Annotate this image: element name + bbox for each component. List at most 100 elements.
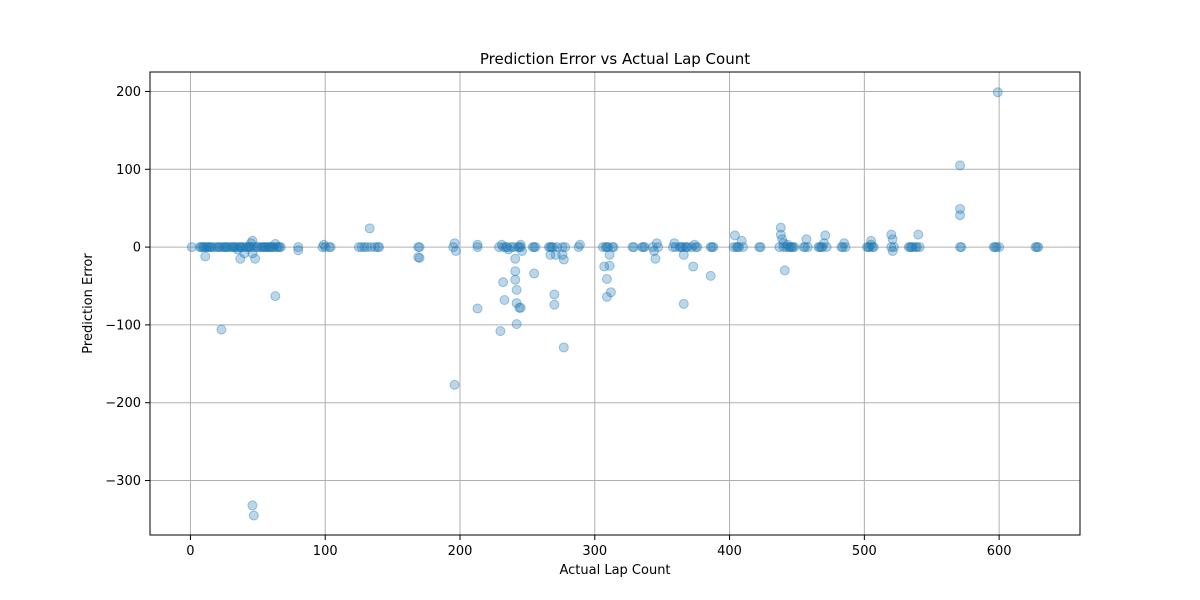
data-point	[755, 242, 766, 253]
data-point	[787, 242, 798, 253]
data-point	[510, 253, 521, 264]
data-point	[359, 242, 370, 253]
data-point	[219, 242, 230, 253]
data-point	[240, 242, 251, 253]
data-point	[599, 261, 610, 272]
data-point	[782, 239, 793, 250]
data-point	[649, 245, 660, 256]
data-point	[498, 277, 509, 288]
data-point	[607, 242, 618, 253]
data-point	[802, 242, 813, 253]
data-point	[529, 242, 540, 253]
data-point	[705, 242, 716, 253]
data-point	[220, 242, 231, 253]
data-point	[775, 222, 786, 233]
data-point	[738, 242, 749, 253]
data-point	[669, 238, 680, 249]
data-point	[678, 249, 689, 260]
data-point	[448, 242, 459, 253]
data-point	[628, 242, 639, 253]
data-point	[868, 242, 879, 253]
data-point	[515, 242, 526, 253]
data-point	[734, 242, 744, 253]
data-point	[905, 242, 916, 253]
x-tick-label: 300	[582, 544, 607, 559]
data-point	[209, 242, 220, 253]
data-point	[688, 261, 699, 272]
data-points	[186, 87, 1044, 521]
data-point	[816, 242, 827, 253]
data-point	[514, 302, 525, 313]
x-tick-label: 500	[852, 544, 877, 559]
data-point	[557, 242, 568, 253]
data-point	[221, 242, 232, 253]
data-point	[818, 238, 829, 249]
data-point	[517, 245, 527, 256]
data-point	[867, 242, 878, 253]
data-point	[499, 294, 510, 305]
data-point	[225, 242, 236, 253]
data-point	[236, 242, 247, 253]
data-point	[992, 87, 1003, 98]
y-tick-label: 100	[116, 163, 141, 178]
data-point	[246, 242, 257, 253]
y-tick-label: −100	[105, 318, 141, 333]
x-tick-label: 400	[717, 544, 742, 559]
data-point	[647, 242, 658, 253]
data-point	[197, 242, 208, 253]
data-point	[801, 234, 812, 245]
data-point	[862, 242, 873, 253]
data-point	[511, 284, 522, 295]
data-point	[754, 242, 765, 253]
plot-frame	[149, 71, 1081, 536]
data-point	[820, 230, 831, 241]
data-point	[247, 248, 258, 259]
data-point	[213, 242, 224, 253]
data-point	[212, 242, 223, 253]
data-point	[263, 242, 274, 253]
data-point	[886, 229, 897, 240]
data-point	[821, 242, 832, 253]
data-point	[269, 242, 279, 253]
data-point	[783, 242, 794, 253]
data-point	[198, 242, 209, 253]
y-tick-label: −200	[105, 396, 141, 411]
x-axis: 0 100 200 300 400 500 600	[186, 535, 1012, 559]
data-point	[449, 379, 460, 390]
data-point	[558, 342, 569, 353]
data-point	[956, 242, 967, 253]
data-point	[552, 242, 563, 253]
data-point	[889, 242, 899, 253]
data-point	[777, 234, 788, 245]
data-point	[994, 242, 1005, 253]
data-point	[217, 242, 228, 253]
data-point	[548, 242, 558, 253]
data-point	[205, 242, 216, 253]
data-point	[266, 242, 277, 253]
data-point	[293, 242, 304, 253]
data-point	[235, 242, 246, 253]
data-point	[273, 242, 284, 253]
data-point	[778, 242, 789, 253]
data-point	[270, 238, 281, 249]
data-point	[680, 242, 691, 253]
data-point	[449, 238, 460, 249]
data-point	[550, 249, 561, 260]
y-axis: −300 −200 −100 0 100 200	[105, 85, 150, 489]
data-point	[414, 242, 425, 253]
data-point	[372, 242, 383, 253]
x-tick-label: 100	[313, 544, 338, 559]
data-point	[955, 210, 966, 221]
data-point	[258, 242, 269, 253]
data-point	[216, 324, 227, 335]
data-point	[500, 242, 511, 253]
data-point	[215, 242, 226, 253]
data-point	[450, 245, 461, 256]
data-point	[1033, 242, 1044, 253]
data-point	[907, 242, 918, 253]
data-point	[232, 244, 243, 255]
data-point	[250, 253, 261, 264]
data-point	[530, 242, 541, 253]
